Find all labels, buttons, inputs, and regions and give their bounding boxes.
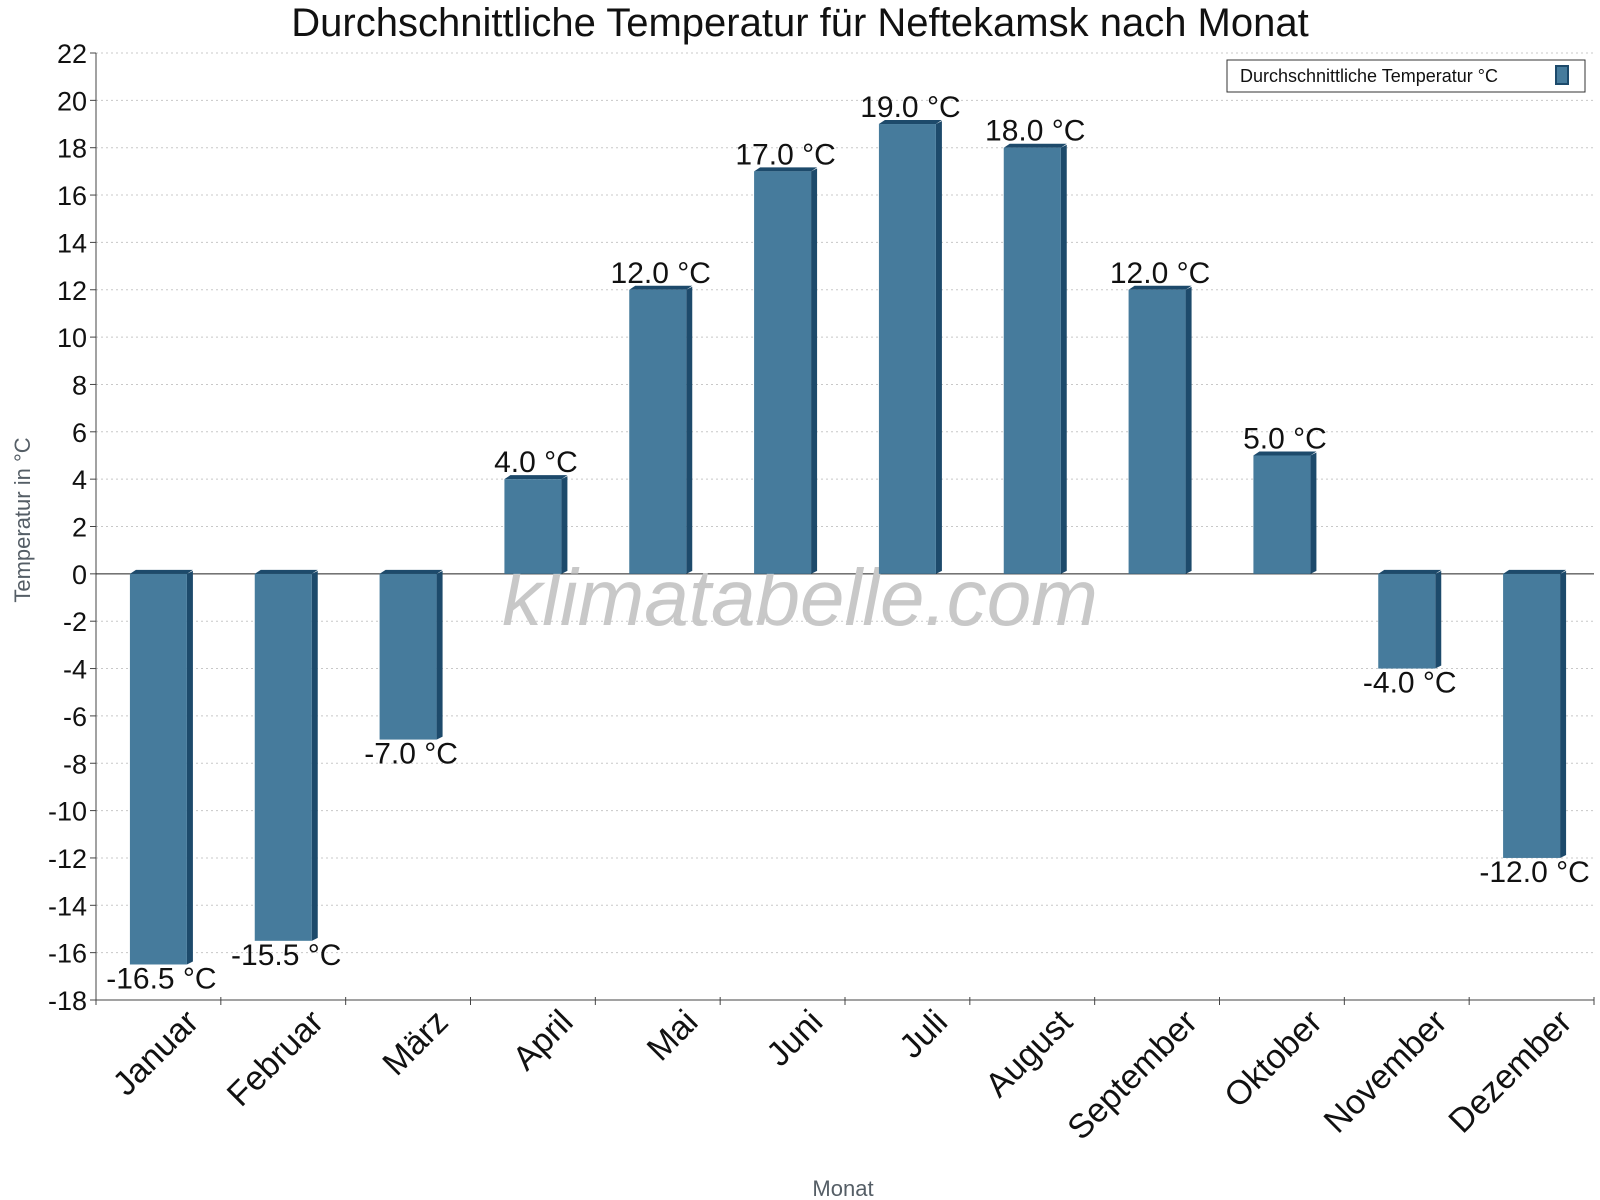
bar-top <box>754 167 818 172</box>
bar-top <box>1003 143 1067 148</box>
bar-side <box>686 286 693 574</box>
y-tick-label: -8 <box>63 749 87 779</box>
legend-box <box>1226 59 1586 93</box>
bar-top <box>379 569 443 574</box>
x-tick-label: August <box>978 1002 1080 1104</box>
value-label: 17.0 °C <box>735 138 835 171</box>
x-tick-label: Februar <box>220 1003 331 1114</box>
x-tick-label: Oktober <box>1217 1003 1329 1115</box>
y-tick-label: -2 <box>63 607 87 637</box>
value-label: -15.5 °C <box>231 939 341 972</box>
bar-top <box>629 285 693 290</box>
y-axis-label: Temperatur in °C <box>10 437 35 602</box>
bar-top <box>504 475 568 480</box>
x-tick-label: April <box>506 1003 581 1078</box>
y-tick-label: -4 <box>63 655 87 685</box>
value-label: 19.0 °C <box>860 91 960 124</box>
bar <box>1503 573 1561 858</box>
x-tick-label: November <box>1317 1003 1455 1141</box>
legend-label: Durchschnittliche Temperatur °C <box>1240 66 1498 86</box>
bar-side <box>186 570 193 965</box>
y-tick-label: 2 <box>72 513 87 543</box>
y-tick-label: -18 <box>48 986 87 1016</box>
value-label: -12.0 °C <box>1479 856 1589 889</box>
bar-side <box>1560 570 1567 858</box>
bar-top <box>129 569 193 574</box>
value-labels: -16.5 °C -15.5 °C -7.0 °C 4.0 °C 12.0 °C 17.0… <box>106 91 1590 995</box>
x-tick-label: Juni <box>759 1003 830 1074</box>
y-tick-label: -6 <box>63 702 87 732</box>
bar <box>1253 455 1311 574</box>
bar <box>1003 147 1061 574</box>
bar-side <box>935 121 942 574</box>
bar <box>254 573 312 941</box>
bar-top <box>1378 569 1442 574</box>
value-label: -4.0 °C <box>1363 667 1457 700</box>
bar-side <box>1185 286 1192 574</box>
bar-side <box>1435 570 1442 669</box>
value-label: 12.0 °C <box>611 257 711 290</box>
y-tick-label: -12 <box>48 844 87 874</box>
y-tick-label: 6 <box>72 418 87 448</box>
y-tick-label: -10 <box>48 797 87 827</box>
legend: Durchschnittliche Temperatur °C <box>1226 59 1586 93</box>
bar <box>754 171 812 574</box>
bar-top <box>1253 451 1317 456</box>
bar-top <box>878 120 942 125</box>
y-axis: -18 -16 -14 -12 -10 -8 -6 -4 -2 0 2 4 6 8 10 12 14 16 18 20… <box>48 39 97 1016</box>
x-tick-label: Juli <box>892 1003 955 1066</box>
bars <box>129 120 1567 965</box>
bar <box>379 573 437 740</box>
grid-lines <box>96 52 1594 1001</box>
value-label: 12.0 °C <box>1110 257 1210 290</box>
bar <box>878 124 936 574</box>
bar <box>129 573 187 965</box>
bar <box>1128 289 1186 574</box>
y-tick-label: -14 <box>48 891 87 921</box>
y-tick-label: -16 <box>48 939 87 969</box>
bar <box>1378 573 1436 669</box>
y-tick-label: 16 <box>57 181 87 211</box>
value-label: -7.0 °C <box>364 738 458 771</box>
x-axis: Januar Februar März April Mai Juni Juli AugustS… <box>95 573 1595 1147</box>
y-tick-label: 8 <box>72 370 87 400</box>
y-tick-label: 4 <box>72 465 87 495</box>
value-label: 18.0 °C <box>985 115 1085 148</box>
x-tick-label: Mai <box>640 1003 706 1069</box>
bar-side <box>1310 452 1317 574</box>
x-tick-label: März <box>375 1003 455 1083</box>
y-tick-label: 20 <box>57 86 87 116</box>
bar <box>629 289 687 574</box>
bar-top <box>254 569 318 574</box>
y-tick-label: 22 <box>57 39 87 69</box>
value-label: 4.0 °C <box>494 446 578 479</box>
x-tick-label: September <box>1060 1003 1204 1147</box>
x-tick-label: Dezember <box>1441 1003 1579 1141</box>
bar-side <box>436 570 443 740</box>
y-tick-label: 14 <box>57 228 87 258</box>
y-tick-label: 0 <box>72 560 87 590</box>
chart-title: Durchschnittliche Temperatur für Nefteka… <box>291 1 1308 45</box>
bar-side <box>811 168 818 574</box>
bar <box>504 479 562 574</box>
y-tick-label: 18 <box>57 134 87 164</box>
bar-side <box>561 476 568 574</box>
bar-side <box>311 570 318 941</box>
bar-side <box>1060 144 1067 574</box>
bar-top <box>1128 285 1192 290</box>
y-tick-label: 10 <box>57 323 87 353</box>
y-tick-label: 12 <box>57 276 87 306</box>
x-axis-label: Monat <box>812 1176 873 1200</box>
value-label: -16.5 °C <box>106 962 216 995</box>
legend-swatch <box>1555 65 1569 85</box>
bar-top <box>1503 569 1567 574</box>
value-label: 5.0 °C <box>1243 422 1327 455</box>
x-tick-label: Januar <box>106 1003 206 1103</box>
